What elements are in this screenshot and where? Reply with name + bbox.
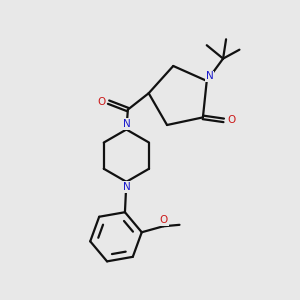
Text: O: O — [227, 116, 235, 125]
Text: N: N — [206, 71, 214, 81]
Text: O: O — [97, 97, 105, 107]
Text: O: O — [160, 215, 168, 225]
Text: N: N — [122, 119, 130, 129]
Text: N: N — [122, 182, 130, 192]
